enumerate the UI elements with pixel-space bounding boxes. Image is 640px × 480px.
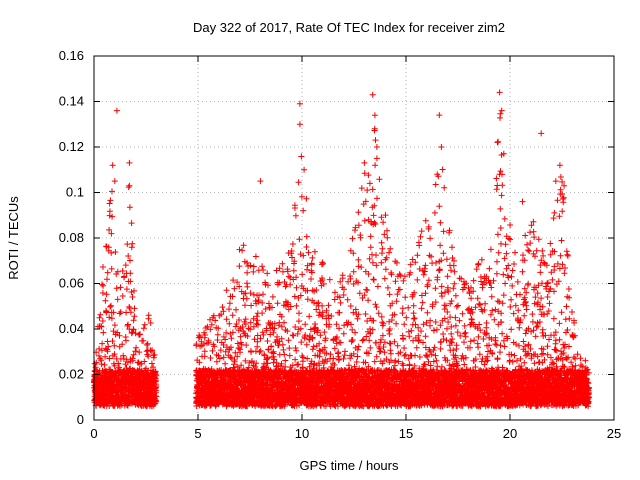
y-tick-label: 0.04: [59, 321, 84, 336]
y-tick-label: 0: [77, 412, 84, 427]
y-axis-label: ROTI / TECUs: [6, 196, 21, 280]
y-tick-label: 0.14: [59, 94, 84, 109]
y-tick-label: 0.08: [59, 230, 84, 245]
y-tick-label: 0.06: [59, 276, 84, 291]
plot-area: [91, 56, 614, 420]
y-tick-label: 0.02: [59, 367, 84, 382]
y-tick-label: 0.12: [59, 139, 84, 154]
y-tick-label: 0.1: [66, 185, 84, 200]
x-tick-label: 0: [90, 426, 97, 441]
y-tick-label: 0.16: [59, 48, 84, 63]
x-tick-label: 5: [194, 426, 201, 441]
data-points: [91, 89, 592, 410]
x-tick-label: 25: [607, 426, 621, 441]
x-tick-label: 10: [295, 426, 309, 441]
x-tick-label: 20: [503, 426, 517, 441]
axis-ticks: 0 5 10 15 20 25 0 0.02 0.04 0.06 0.08 0.1 0.12 0.14 0.…: [59, 48, 622, 441]
x-tick-label: 15: [399, 426, 413, 441]
x-axis-label: GPS time / hours: [300, 458, 399, 473]
chart-title: Day 322 of 2017, Rate Of TEC Index for r…: [193, 20, 505, 35]
